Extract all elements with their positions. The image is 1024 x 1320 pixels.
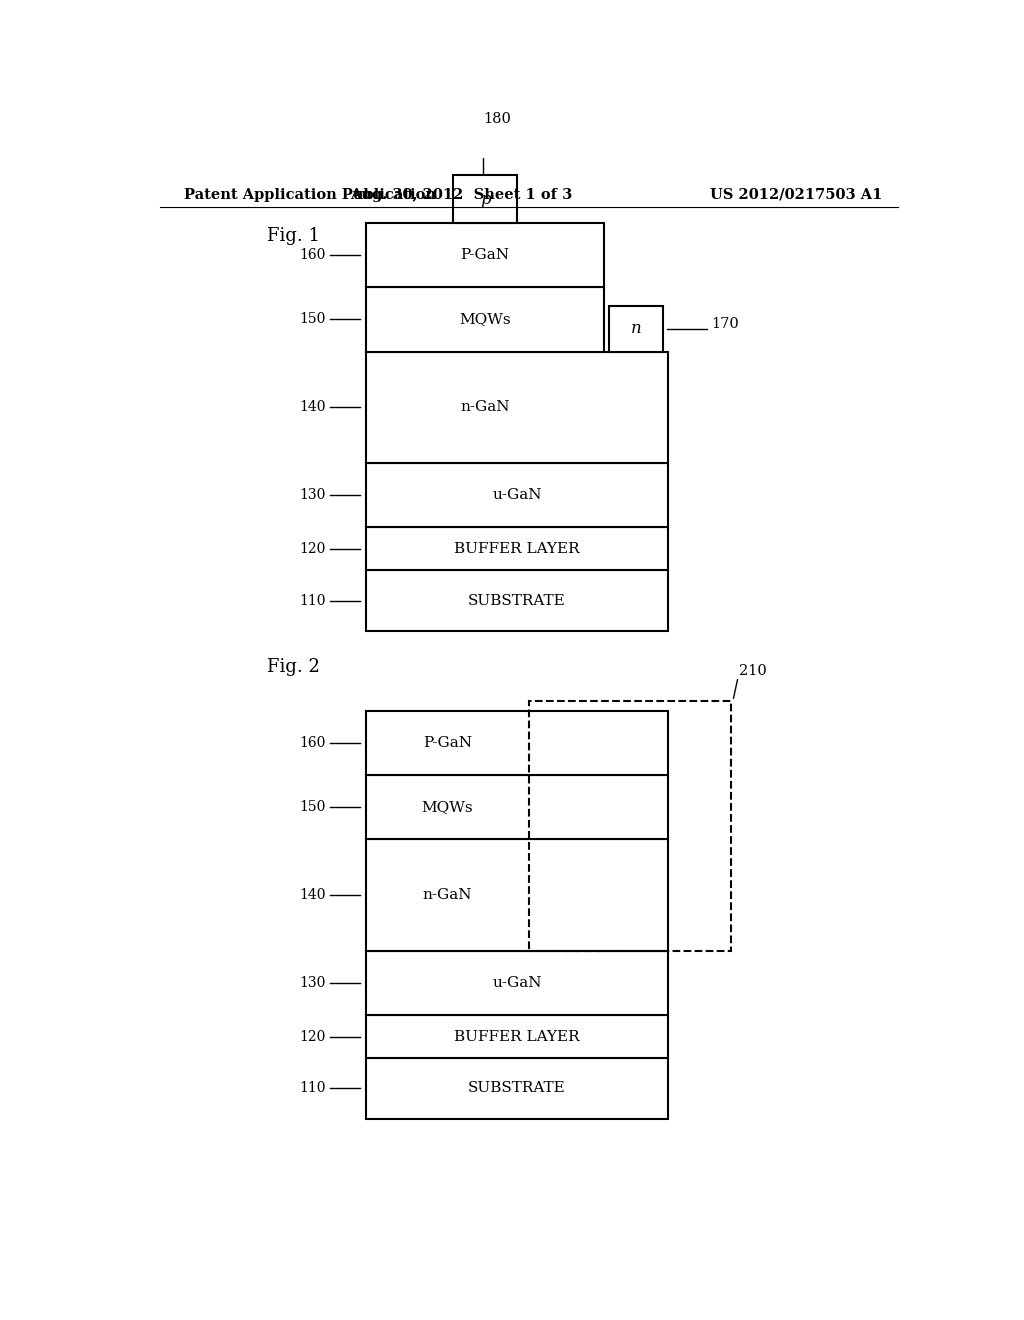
Text: n: n (631, 321, 641, 337)
Bar (367, 288, 604, 351)
Text: p: p (480, 190, 490, 207)
Text: SUBSTRATE: SUBSTRATE (468, 1081, 565, 1096)
Text: Aug. 30, 2012  Sheet 1 of 3: Aug. 30, 2012 Sheet 1 of 3 (350, 187, 572, 202)
Text: Fig. 1: Fig. 1 (267, 227, 319, 244)
Bar (529, 701, 731, 952)
Text: 110: 110 (299, 594, 326, 607)
Text: 120: 120 (299, 541, 326, 556)
Text: 210: 210 (739, 664, 767, 677)
Bar (367, 463, 668, 528)
Text: 140: 140 (299, 400, 326, 414)
Bar (367, 952, 668, 1015)
Text: BUFFER LAYER: BUFFER LAYER (454, 1030, 580, 1044)
Text: Fig. 2: Fig. 2 (267, 657, 319, 676)
Text: 160: 160 (299, 737, 326, 750)
Text: MQWs: MQWs (422, 800, 473, 814)
Text: Patent Application Publication: Patent Application Publication (183, 187, 435, 202)
Bar (367, 351, 668, 463)
Text: 150: 150 (299, 313, 326, 326)
Text: 120: 120 (299, 1030, 326, 1044)
Bar (367, 570, 668, 631)
Text: 170: 170 (712, 317, 739, 330)
Text: SUBSTRATE: SUBSTRATE (468, 594, 565, 607)
Text: 130: 130 (299, 488, 326, 503)
Text: P-GaN: P-GaN (461, 248, 510, 263)
Text: MQWs: MQWs (460, 313, 511, 326)
Text: 160: 160 (299, 248, 326, 263)
Bar (367, 711, 668, 775)
Text: n-GaN: n-GaN (423, 888, 472, 903)
Text: US 2012/0217503 A1: US 2012/0217503 A1 (710, 187, 882, 202)
Bar (367, 1057, 668, 1119)
Bar (367, 1015, 668, 1057)
Bar (367, 775, 668, 840)
Bar (609, 306, 663, 351)
Bar (454, 174, 517, 223)
Bar (367, 528, 668, 570)
Text: n-GaN: n-GaN (461, 400, 510, 414)
Text: 130: 130 (299, 977, 326, 990)
Text: P-GaN: P-GaN (423, 737, 472, 750)
Bar (367, 223, 604, 288)
Text: 140: 140 (299, 888, 326, 903)
Text: 180: 180 (483, 112, 511, 125)
Text: BUFFER LAYER: BUFFER LAYER (454, 541, 580, 556)
Text: u-GaN: u-GaN (493, 488, 542, 503)
Text: 110: 110 (299, 1081, 326, 1096)
Text: u-GaN: u-GaN (493, 977, 542, 990)
Text: 150: 150 (299, 800, 326, 814)
Bar (367, 840, 668, 952)
